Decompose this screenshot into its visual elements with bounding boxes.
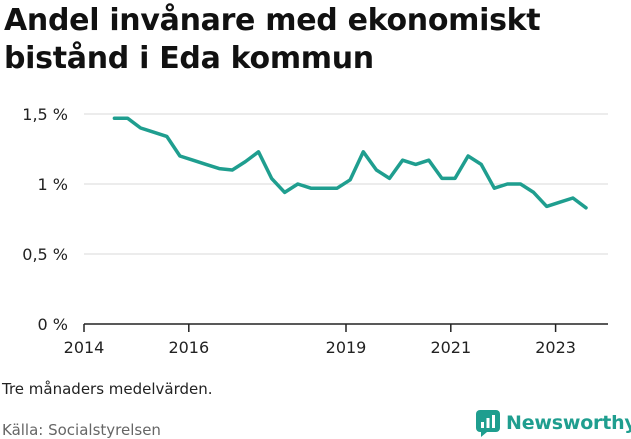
newsworthy-logo-icon	[476, 409, 500, 437]
brand-name: Newsworthy	[506, 412, 631, 434]
x-tick-label: 2019	[326, 338, 367, 357]
chart-note: Tre månaders medelvärden.	[2, 380, 213, 398]
y-tick-label: 1,5 %	[22, 105, 68, 124]
series-line	[112, 116, 588, 210]
x-tick-label: 2021	[430, 338, 471, 357]
x-tick-label: 2023	[535, 338, 576, 357]
chart-title: Andel invånare med ekonomiskt bistånd i …	[4, 3, 541, 76]
data-series	[112, 116, 588, 210]
x-axis: 2014 2016 2019 2021 2023	[64, 323, 608, 357]
y-tick-label: 1 %	[38, 175, 68, 194]
y-axis-ticks: 0 % 0,5 % 1 % 1,5 %	[22, 105, 68, 334]
x-tick-label: 2014	[64, 338, 105, 357]
source-credit: Källa: Socialstyrelsen	[2, 421, 161, 439]
x-tick-label: 2016	[168, 338, 209, 357]
y-tick-label: 0,5 %	[22, 245, 68, 264]
y-tick-label: 0 %	[38, 315, 68, 334]
brand-logo[interactable]: Newsworthy	[476, 409, 631, 437]
